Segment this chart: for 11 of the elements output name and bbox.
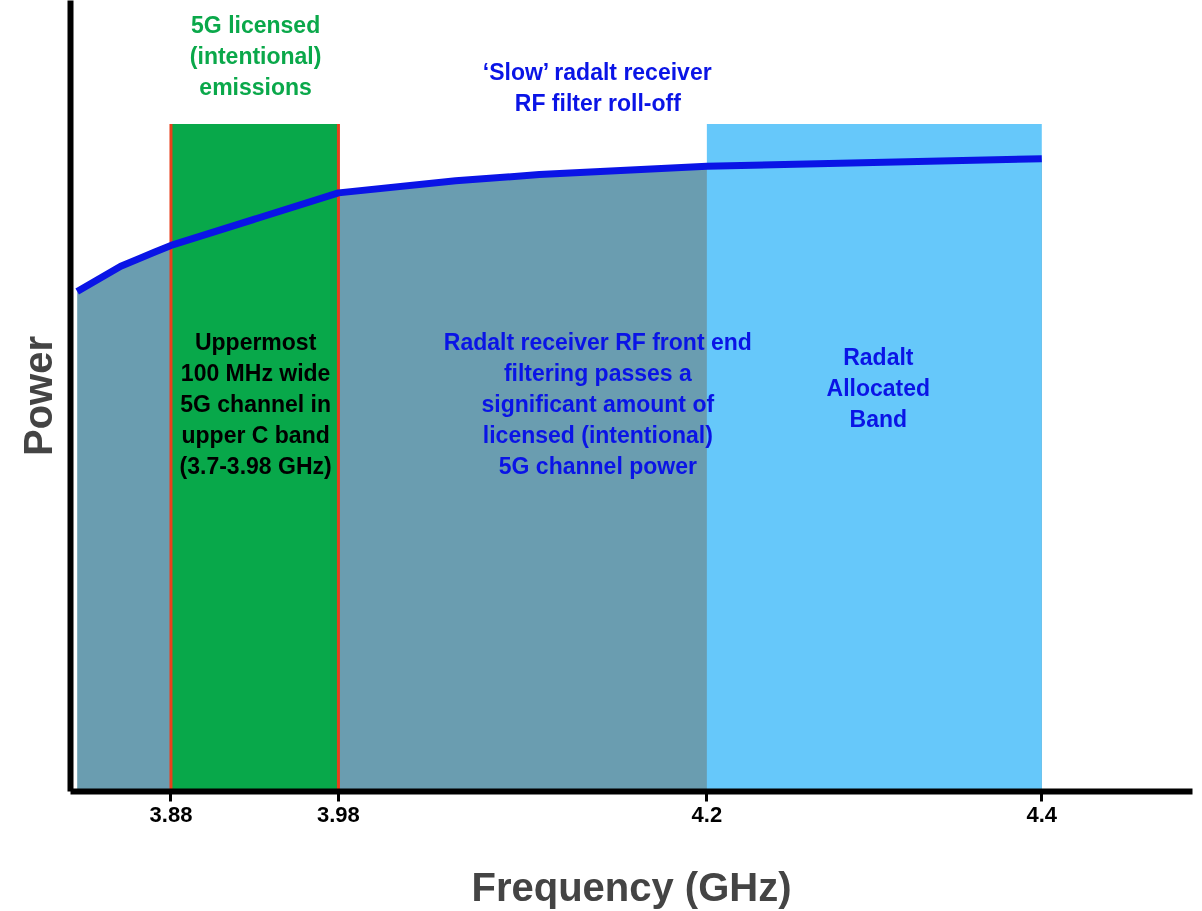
annotation: Radalt Allocated Band xyxy=(826,343,931,433)
text: 5G licensed (intentional) emissions xyxy=(189,11,322,101)
x-tick-label: 3.98 xyxy=(317,801,360,827)
annotation: Radalt receiver RF front end filtering passes a significant amount of licensed (intentional) 5G channel power xyxy=(443,328,752,480)
x-tick-label: 4.4 xyxy=(1026,801,1058,827)
x-tick-label: 4.2 xyxy=(691,801,723,827)
y-axis-title: Power xyxy=(15,335,60,457)
annotation: Uppermost 100 MHz wide 5G channel in upper C band (3.7-3.98 GHz) xyxy=(179,328,332,480)
x-axis-title: Frequency (GHz) xyxy=(471,864,792,909)
x-tick-label: 3.88 xyxy=(149,801,193,827)
text: ‘Slow’ radalt receiver RF filter roll-off xyxy=(482,58,712,117)
